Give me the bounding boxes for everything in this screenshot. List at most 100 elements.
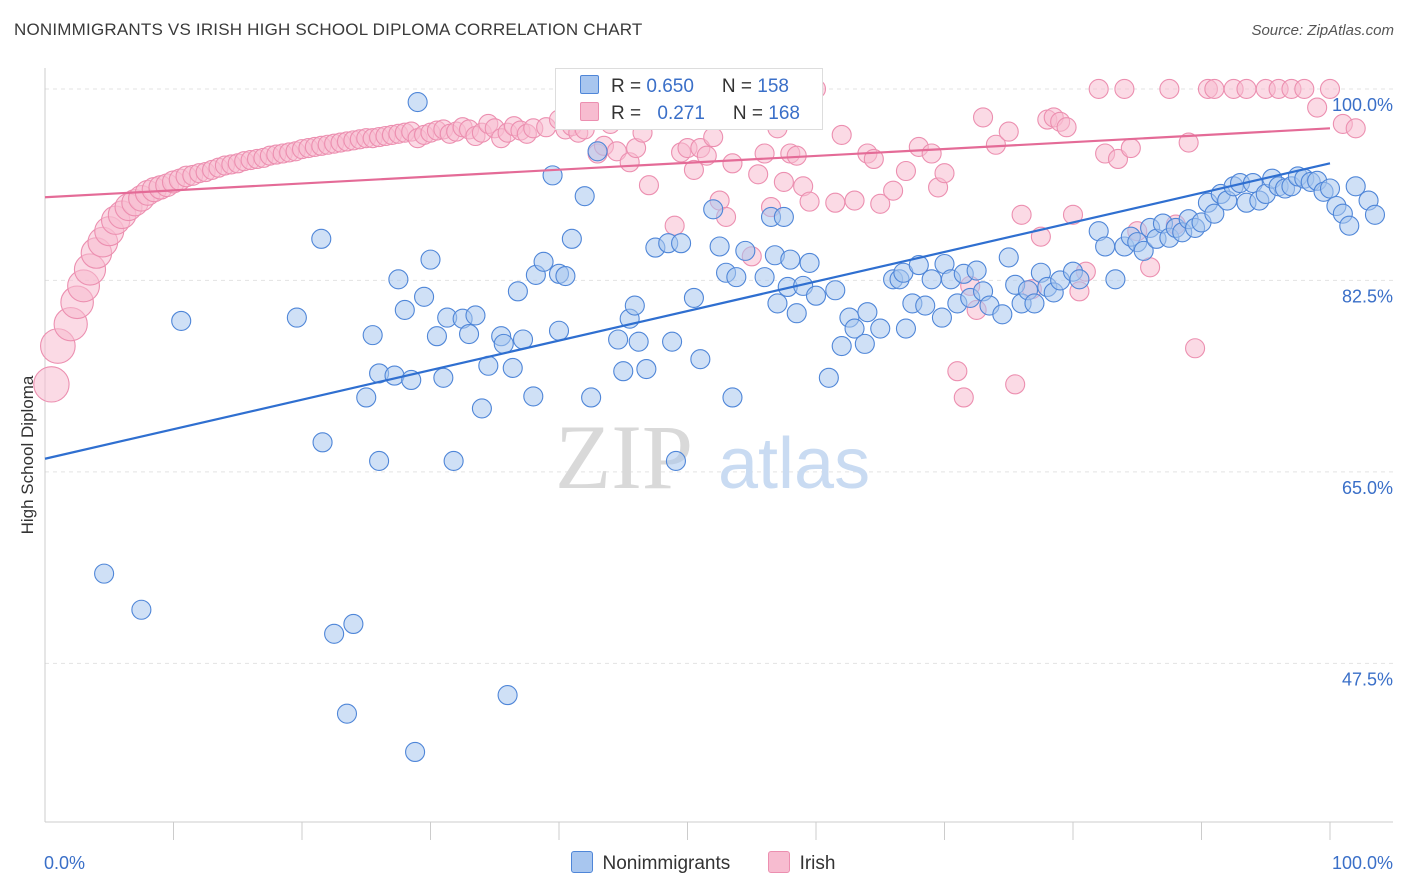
nonimmigrants-point bbox=[94, 563, 115, 584]
nonimmigrants-point bbox=[921, 269, 942, 290]
nonimmigrants-point bbox=[336, 703, 358, 724]
irish-point bbox=[1319, 78, 1341, 99]
irish-point bbox=[683, 159, 704, 180]
nonimmigrants-point bbox=[780, 249, 801, 270]
irish-point bbox=[1236, 78, 1257, 99]
nonimmigrants-point bbox=[388, 269, 409, 290]
nonimmigrants-point bbox=[690, 349, 711, 370]
irish-point bbox=[1107, 148, 1129, 170]
irish-point bbox=[1307, 97, 1328, 118]
nonimmigrants-point bbox=[722, 387, 743, 408]
r-value: 0.271 bbox=[657, 103, 705, 124]
nonimmigrants-point bbox=[356, 387, 377, 408]
nonimmigrants-point bbox=[362, 325, 383, 346]
irish-point bbox=[1159, 78, 1180, 99]
stats-legend: R = 0.650 N = 158 R = 0.271 N = 168 bbox=[555, 68, 823, 130]
irish-point bbox=[972, 107, 994, 128]
blue-swatch bbox=[570, 851, 593, 873]
n-label: N = bbox=[732, 103, 769, 124]
nonimmigrants-point bbox=[857, 302, 878, 323]
axes bbox=[44, 68, 1393, 840]
irish-point bbox=[703, 127, 724, 148]
y-tick-label: 82.5% bbox=[1342, 286, 1393, 306]
pink-swatch bbox=[767, 851, 790, 873]
irish-point bbox=[953, 387, 974, 408]
nonimmigrants-point bbox=[665, 450, 686, 471]
irish-point bbox=[831, 124, 852, 145]
x-tick-label-max: 100.0% bbox=[1332, 853, 1393, 873]
nonimmigrants-point bbox=[613, 361, 634, 382]
source-label: Source: ZipAtlas.com bbox=[1251, 22, 1394, 39]
legend-item-nonimmigrants[interactable]: Nonimmigrants bbox=[570, 851, 730, 875]
irish-points bbox=[33, 78, 1366, 408]
stats-row-irish: R = 0.271 N = 168 bbox=[580, 102, 800, 128]
nonimmigrants-point bbox=[405, 741, 426, 763]
x-tick-label-min: 0.0% bbox=[44, 853, 85, 873]
tick-labels: 47.5% 65.0% 82.5% 100.0% bbox=[1332, 95, 1393, 689]
watermark-atlas: atlas bbox=[718, 424, 870, 504]
nonimmigrants-point bbox=[548, 320, 570, 341]
irish-point bbox=[1345, 118, 1366, 139]
r-value: 0.650 bbox=[646, 76, 694, 97]
nonimmigrants-point bbox=[414, 286, 435, 307]
pink-swatch bbox=[580, 102, 599, 121]
y-tick-label: 65.0% bbox=[1342, 478, 1393, 498]
gridlines bbox=[45, 88, 1393, 664]
nonimmigrants-point bbox=[523, 386, 544, 407]
nonimmigrants-point bbox=[799, 252, 820, 273]
nonimmigrants-point bbox=[754, 267, 775, 288]
y-tick-label: 47.5% bbox=[1342, 669, 1393, 689]
nonimmigrants-point bbox=[1345, 176, 1366, 197]
irish-point bbox=[773, 171, 794, 192]
legend-item-irish[interactable]: Irish bbox=[767, 851, 835, 875]
irish-point bbox=[1114, 78, 1135, 99]
nonimmigrants-point bbox=[574, 186, 595, 207]
nonimmigrants-point bbox=[324, 623, 345, 644]
irish-point bbox=[844, 190, 865, 211]
nonimmigrants-point bbox=[773, 206, 794, 228]
nonimmigrants-point bbox=[825, 280, 846, 301]
n-label: N = bbox=[721, 76, 758, 97]
y-tick-label: 100.0% bbox=[1332, 95, 1393, 115]
nonimmigrants-point bbox=[581, 387, 602, 408]
nonimmigrants-point bbox=[443, 450, 464, 471]
nonimmigrants-point bbox=[915, 295, 936, 316]
nonimmigrants-points bbox=[94, 92, 1386, 763]
nonimmigrants-point bbox=[908, 255, 929, 276]
nonimmigrants-point bbox=[844, 318, 865, 339]
irish-point bbox=[1011, 204, 1032, 225]
irish-point bbox=[638, 175, 660, 196]
nonimmigrants-point bbox=[628, 331, 649, 352]
nonimmigrants-point bbox=[1364, 204, 1386, 225]
nonimmigrants-point bbox=[458, 323, 480, 345]
irish-point bbox=[921, 143, 942, 164]
irish-point bbox=[947, 361, 968, 382]
nonimmigrants-point bbox=[286, 307, 307, 328]
r-label: R = bbox=[611, 103, 647, 124]
nonimmigrants-point bbox=[420, 249, 441, 270]
nonimmigrants-point bbox=[636, 358, 657, 380]
trendline-nonimmigrants bbox=[44, 162, 1331, 460]
nonimmigrants-point bbox=[726, 267, 747, 288]
nonimmigrants-point bbox=[1339, 215, 1360, 236]
nonimmigrants-point bbox=[998, 247, 1019, 268]
nonimmigrants-point bbox=[992, 304, 1013, 325]
nonimmigrants-point bbox=[433, 367, 454, 388]
nonimmigrants-point bbox=[533, 251, 554, 272]
nonimmigrants-point bbox=[1204, 203, 1225, 224]
nonimmigrants-point bbox=[703, 199, 724, 220]
irish-point bbox=[799, 191, 820, 212]
irish-point bbox=[863, 148, 884, 170]
nonimmigrants-point bbox=[735, 240, 756, 261]
nonimmigrants-point bbox=[394, 299, 415, 321]
nonimmigrants-point bbox=[1133, 240, 1154, 261]
nonimmigrants-point bbox=[507, 281, 528, 302]
nonimmigrants-point bbox=[1095, 236, 1116, 257]
nonimmigrants-point bbox=[384, 365, 405, 386]
nonimmigrants-point bbox=[1105, 269, 1126, 290]
trendlines bbox=[44, 127, 1331, 460]
nonimmigrants-point bbox=[831, 336, 852, 357]
nonimmigrants-point bbox=[854, 333, 875, 354]
n-value: 158 bbox=[757, 76, 789, 97]
irish-point bbox=[1204, 78, 1225, 99]
